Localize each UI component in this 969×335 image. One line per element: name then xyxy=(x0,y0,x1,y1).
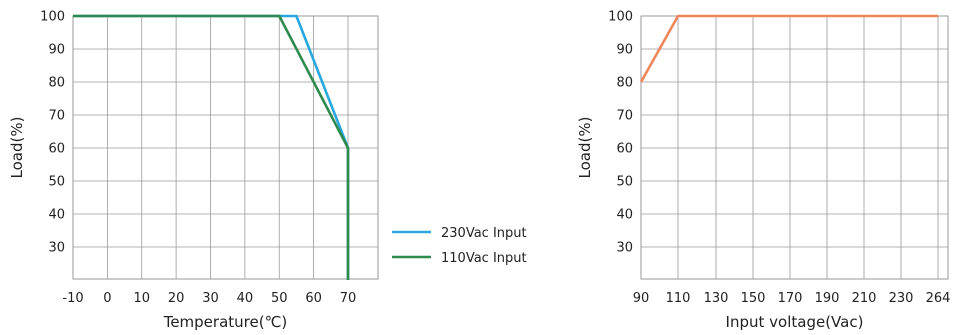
x-tick-label: 264 xyxy=(926,291,951,306)
legend: 230Vac Input 110Vac Input xyxy=(392,226,527,266)
y-tick-label: 80 xyxy=(48,76,65,91)
x-tick-label: 90 xyxy=(633,291,650,306)
y-tick-label: 90 xyxy=(616,43,633,58)
x-tick-label: 230 xyxy=(889,291,914,306)
x-tick-label: 110 xyxy=(666,291,691,306)
y-tick-label: 80 xyxy=(616,76,633,91)
x-tick-label: 30 xyxy=(202,291,219,306)
x-tick-label: 40 xyxy=(237,291,254,306)
x-tick-label: 50 xyxy=(271,291,288,306)
y-tick-label: 40 xyxy=(616,208,633,223)
y-axis-title: Load(%) xyxy=(8,117,26,179)
x-tick-label: 130 xyxy=(704,291,729,306)
x-tick-label: 70 xyxy=(340,291,357,306)
series-line xyxy=(639,14,938,83)
x-tick-label: 150 xyxy=(741,291,766,306)
y-tick-label: 60 xyxy=(48,142,65,157)
x-axis-title: Temperature(℃) xyxy=(163,313,288,331)
legend-label: 110Vac Input xyxy=(441,251,527,266)
y-tick-label: 70 xyxy=(616,109,633,124)
y-tick-label: 60 xyxy=(616,142,633,157)
legend-label: 230Vac Input xyxy=(441,226,527,241)
plot-frame xyxy=(640,15,949,280)
series-line xyxy=(73,14,350,280)
x-tick-label: 170 xyxy=(778,291,803,306)
x-tick-label: -10 xyxy=(62,291,83,306)
x-tick-label: 60 xyxy=(305,291,322,306)
y-axis-title: Load(%) xyxy=(576,117,594,179)
x-tick-label: 20 xyxy=(168,291,185,306)
y-tick-label: 50 xyxy=(616,175,633,190)
y-tick-label: 100 xyxy=(608,10,633,25)
plot-frame xyxy=(72,15,379,280)
x-tick-label: 190 xyxy=(815,291,840,306)
x-tick-label: 10 xyxy=(133,291,150,306)
temperature-derating-chart: 100 90 80 70 60 50 40 30 -10 0 10 20 30 40 50 60 70 Tempe… xyxy=(8,10,527,332)
x-tick-label: 210 xyxy=(852,291,877,306)
y-tick-label: 90 xyxy=(48,43,65,58)
y-tick-label: 70 xyxy=(48,109,65,124)
y-tick-label: 30 xyxy=(48,241,65,256)
y-tick-label: 100 xyxy=(40,10,65,25)
x-tick-label: 0 xyxy=(103,291,111,306)
y-tick-label: 40 xyxy=(48,208,65,223)
y-tick-label: 30 xyxy=(616,241,633,256)
x-axis-title: Input voltage(Vac) xyxy=(726,313,864,331)
y-tick-label: 50 xyxy=(48,175,65,190)
input-voltage-derating-chart: 100 90 80 70 60 50 40 30 90 110 130 150 170 190 210 230… xyxy=(576,10,950,332)
